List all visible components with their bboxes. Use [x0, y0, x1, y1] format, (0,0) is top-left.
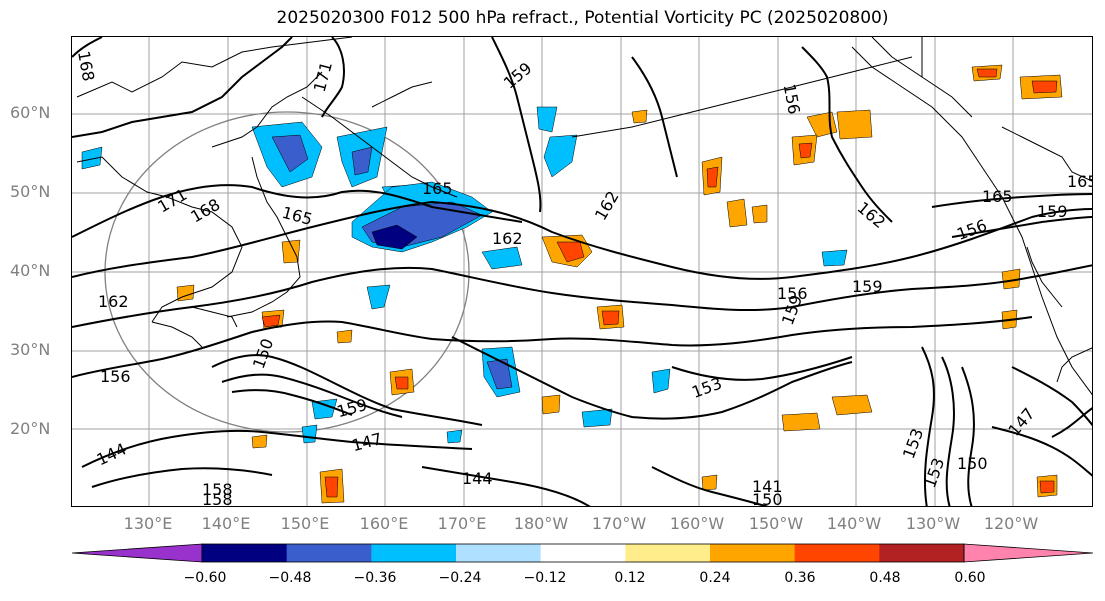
contour-label: 150	[752, 490, 783, 507]
colorbar-tick: 0.36	[784, 570, 816, 586]
contour-label: 156	[780, 82, 804, 115]
contour-label: 156	[954, 216, 989, 244]
colorbar-segment	[371, 544, 457, 562]
colorbar-tick: −0.12	[523, 570, 567, 586]
coastlines	[76, 37, 1092, 396]
colorbar-segment	[456, 544, 542, 562]
lat-label-50n: 50°N	[10, 182, 51, 201]
refractivity-contours	[72, 37, 1092, 506]
lat-label-20n: 20°N	[10, 419, 51, 438]
lon-label-160w: 160°W	[669, 514, 725, 533]
contour-label: 156	[777, 284, 808, 303]
contour-label: 147	[350, 429, 384, 455]
colorbar-segment	[710, 544, 796, 562]
contour-label: 165	[280, 203, 314, 229]
colorbar-tick: −0.24	[438, 570, 482, 586]
contour-label: 153	[689, 374, 724, 402]
contour-label: 171	[310, 60, 336, 94]
contour-labels: 168 171 171 168 165 165 162 162 162 162 …	[74, 49, 1093, 507]
lon-label-170e: 170°E	[437, 514, 487, 533]
contour-label: 153	[920, 455, 948, 490]
lon-label-160e: 160°E	[359, 514, 409, 533]
contour-label: 144	[94, 439, 130, 469]
negative-anomaly-shading	[81, 106, 848, 444]
lat-label-30n: 30°N	[10, 340, 51, 359]
contour-label: 156	[100, 367, 131, 386]
lon-label-130e: 130°E	[123, 514, 173, 533]
colorbar-tick: 0.48	[869, 570, 901, 586]
contour-label: 168	[74, 49, 98, 82]
colorbar-segment	[202, 544, 288, 562]
contour-label: 147	[1004, 404, 1038, 440]
lat-label-40n: 40°N	[10, 261, 51, 280]
colorbar-tick: −0.60	[183, 570, 227, 586]
colorbar-extend-max	[963, 543, 1094, 563]
contour-label: 159	[852, 277, 883, 296]
contour-label: 150	[957, 454, 988, 473]
contour-label: 158	[202, 480, 233, 499]
lon-label-120w: 120°W	[983, 514, 1039, 533]
map-panel: 168 171 171 168 165 165 162 162 162 162 …	[71, 36, 1093, 507]
contour-label: 165	[1067, 172, 1093, 191]
colorbar-outline	[201, 543, 965, 563]
colorbar-tick: 0.24	[699, 570, 731, 586]
colorbar-tick: −0.36	[353, 570, 397, 586]
contour-label: 141	[752, 477, 783, 496]
lon-label-180w: 180°W	[513, 514, 569, 533]
contour-label: 144	[462, 469, 493, 488]
lon-label-130w: 130°W	[905, 514, 961, 533]
contour-label: 159	[1037, 202, 1068, 221]
map-canvas: 168 171 171 168 165 165 162 162 162 162 …	[72, 37, 1093, 507]
colorbar-segment	[625, 544, 711, 562]
colorbar-tick: −0.48	[268, 570, 312, 586]
lat-label-60n: 60°N	[10, 103, 51, 122]
region-circle	[104, 111, 470, 433]
colorbar-tick: 0.60	[954, 570, 986, 586]
figure-title: 2025020300 F012 500 hPa refract., Potent…	[276, 8, 889, 28]
lon-label-140w: 140°W	[826, 514, 882, 533]
lon-label-150e: 150°E	[280, 514, 330, 533]
positive-anomaly-shading	[176, 64, 1063, 504]
colorbar-segment	[879, 544, 965, 562]
graticule	[72, 37, 1092, 506]
contour-label: 162	[98, 292, 129, 311]
contour-label: 162	[854, 198, 890, 232]
colorbar-extend-min	[71, 543, 203, 563]
colorbar-segment	[540, 544, 626, 562]
contour-label: 165	[982, 187, 1013, 206]
lon-label-170w: 170°W	[591, 514, 647, 533]
colorbar-segment	[286, 544, 372, 562]
contour-label: 162	[492, 229, 523, 248]
lon-label-150w: 150°W	[748, 514, 804, 533]
colorbar-tick: 0.12	[614, 570, 646, 586]
contour-label: 168	[187, 195, 223, 227]
colorbar	[71, 543, 1094, 563]
lon-label-140e: 140°E	[201, 514, 251, 533]
contour-label: 150	[249, 336, 277, 371]
contour-label: 165	[422, 179, 453, 198]
contour-label: 153	[899, 426, 927, 461]
colorbar-segment	[794, 544, 880, 562]
contour-label: 158	[202, 490, 233, 507]
